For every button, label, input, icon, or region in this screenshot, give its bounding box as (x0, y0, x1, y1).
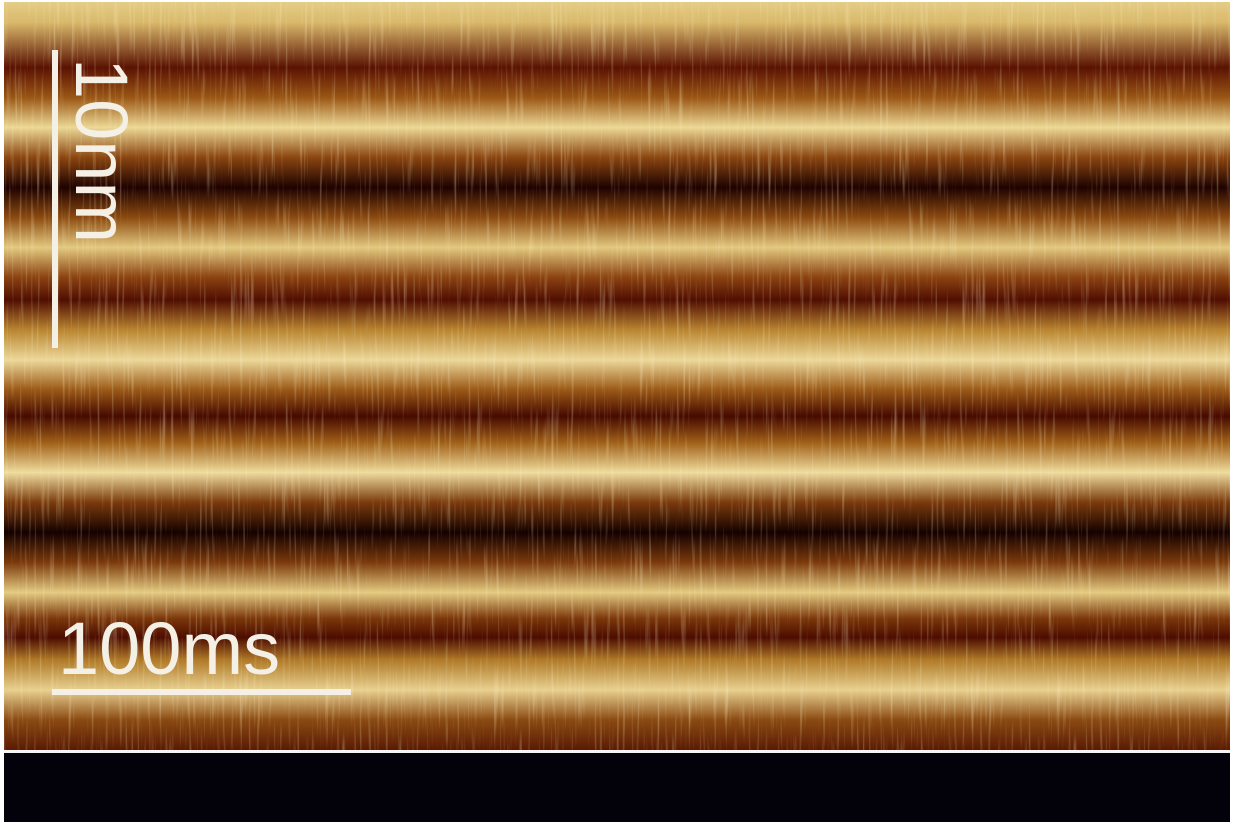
vertical-scale-label: 10nm (60, 58, 143, 243)
bottom-bar (4, 753, 1230, 822)
afm-kymograph: 10nm 100ms (0, 0, 1233, 824)
image-edge (4, 750, 1230, 753)
page: 10nm 100ms (() => { const data = JSON.pa… (0, 0, 1233, 824)
horizontal-scale-label: 100ms (58, 607, 280, 690)
vertical-scale-bar (52, 50, 58, 348)
